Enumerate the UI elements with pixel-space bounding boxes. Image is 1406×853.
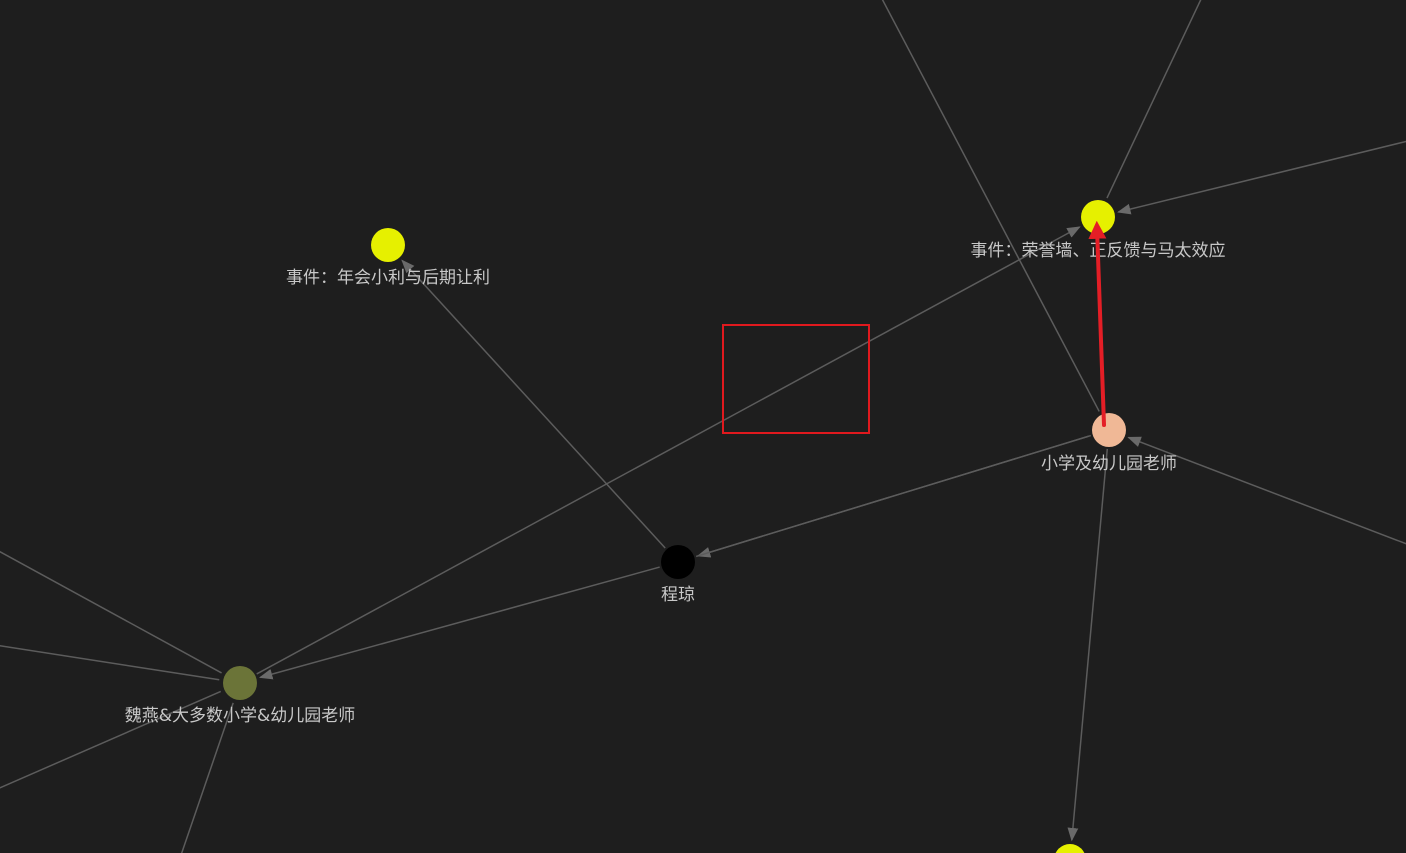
node-chengqiong[interactable]: 程琼 — [661, 545, 695, 605]
node-teacher[interactable]: 小学及幼儿园老师 — [1041, 413, 1177, 474]
edge-offscreen-left-c-to-weiyan-group — [0, 690, 222, 789]
node-label-teacher: 小学及幼儿园老师 — [1041, 454, 1177, 474]
node-circle-event-year-end[interactable] — [371, 228, 405, 262]
edge-offscreen-top-b-to-event-honor-wall — [1106, 0, 1202, 199]
edge-offscreen-left-b-to-weiyan-group — [0, 645, 220, 681]
node-circle-teacher[interactable] — [1092, 413, 1126, 447]
highlight-box — [722, 324, 870, 434]
node-circle-chengqiong[interactable] — [661, 545, 695, 579]
node-event-year-end[interactable]: 事件：年会小利与后期让利 — [286, 228, 490, 288]
node-label-chengqiong: 程琼 — [661, 585, 695, 605]
node-circle-event-bottom[interactable] — [1054, 844, 1086, 853]
edge-offscreen-bottom-a-to-weiyan-group — [180, 702, 234, 853]
edge-teacher-to-event-bottom — [1067, 448, 1109, 842]
nodes-layer: 事件：年会小利与后期让利事件：荣誉墙、正反馈与马太效应小学及幼儿园老师程琼魏燕&… — [125, 200, 1226, 853]
node-label-event-year-end: 事件：年会小利与后期让利 — [286, 268, 490, 288]
node-circle-weiyan-group[interactable] — [223, 666, 257, 700]
edge-chengqiong-to-weiyan-group — [258, 566, 660, 680]
edge-offscreen-left-a-to-weiyan-group — [0, 550, 222, 674]
annotation-arrow — [1088, 220, 1107, 427]
node-weiyan-group[interactable]: 魏燕&大多数小学&幼儿园老师 — [125, 666, 356, 726]
edge-chengqiong-to-event-year-end — [401, 259, 666, 549]
edge-offscreen-right-a-to-event-honor-wall — [1117, 140, 1406, 215]
node-label-weiyan-group: 魏燕&大多数小学&幼儿园老师 — [125, 706, 356, 726]
edge-offscreen-right-b-to-teacher — [1127, 436, 1406, 545]
edge-weiyan-group-to-event-honor-wall — [256, 226, 1081, 675]
node-event-bottom[interactable] — [1054, 844, 1086, 853]
edge-chengqiong-to-teacher — [695, 435, 1090, 558]
edge-offscreen-top-a-to-teacher — [881, 0, 1100, 412]
